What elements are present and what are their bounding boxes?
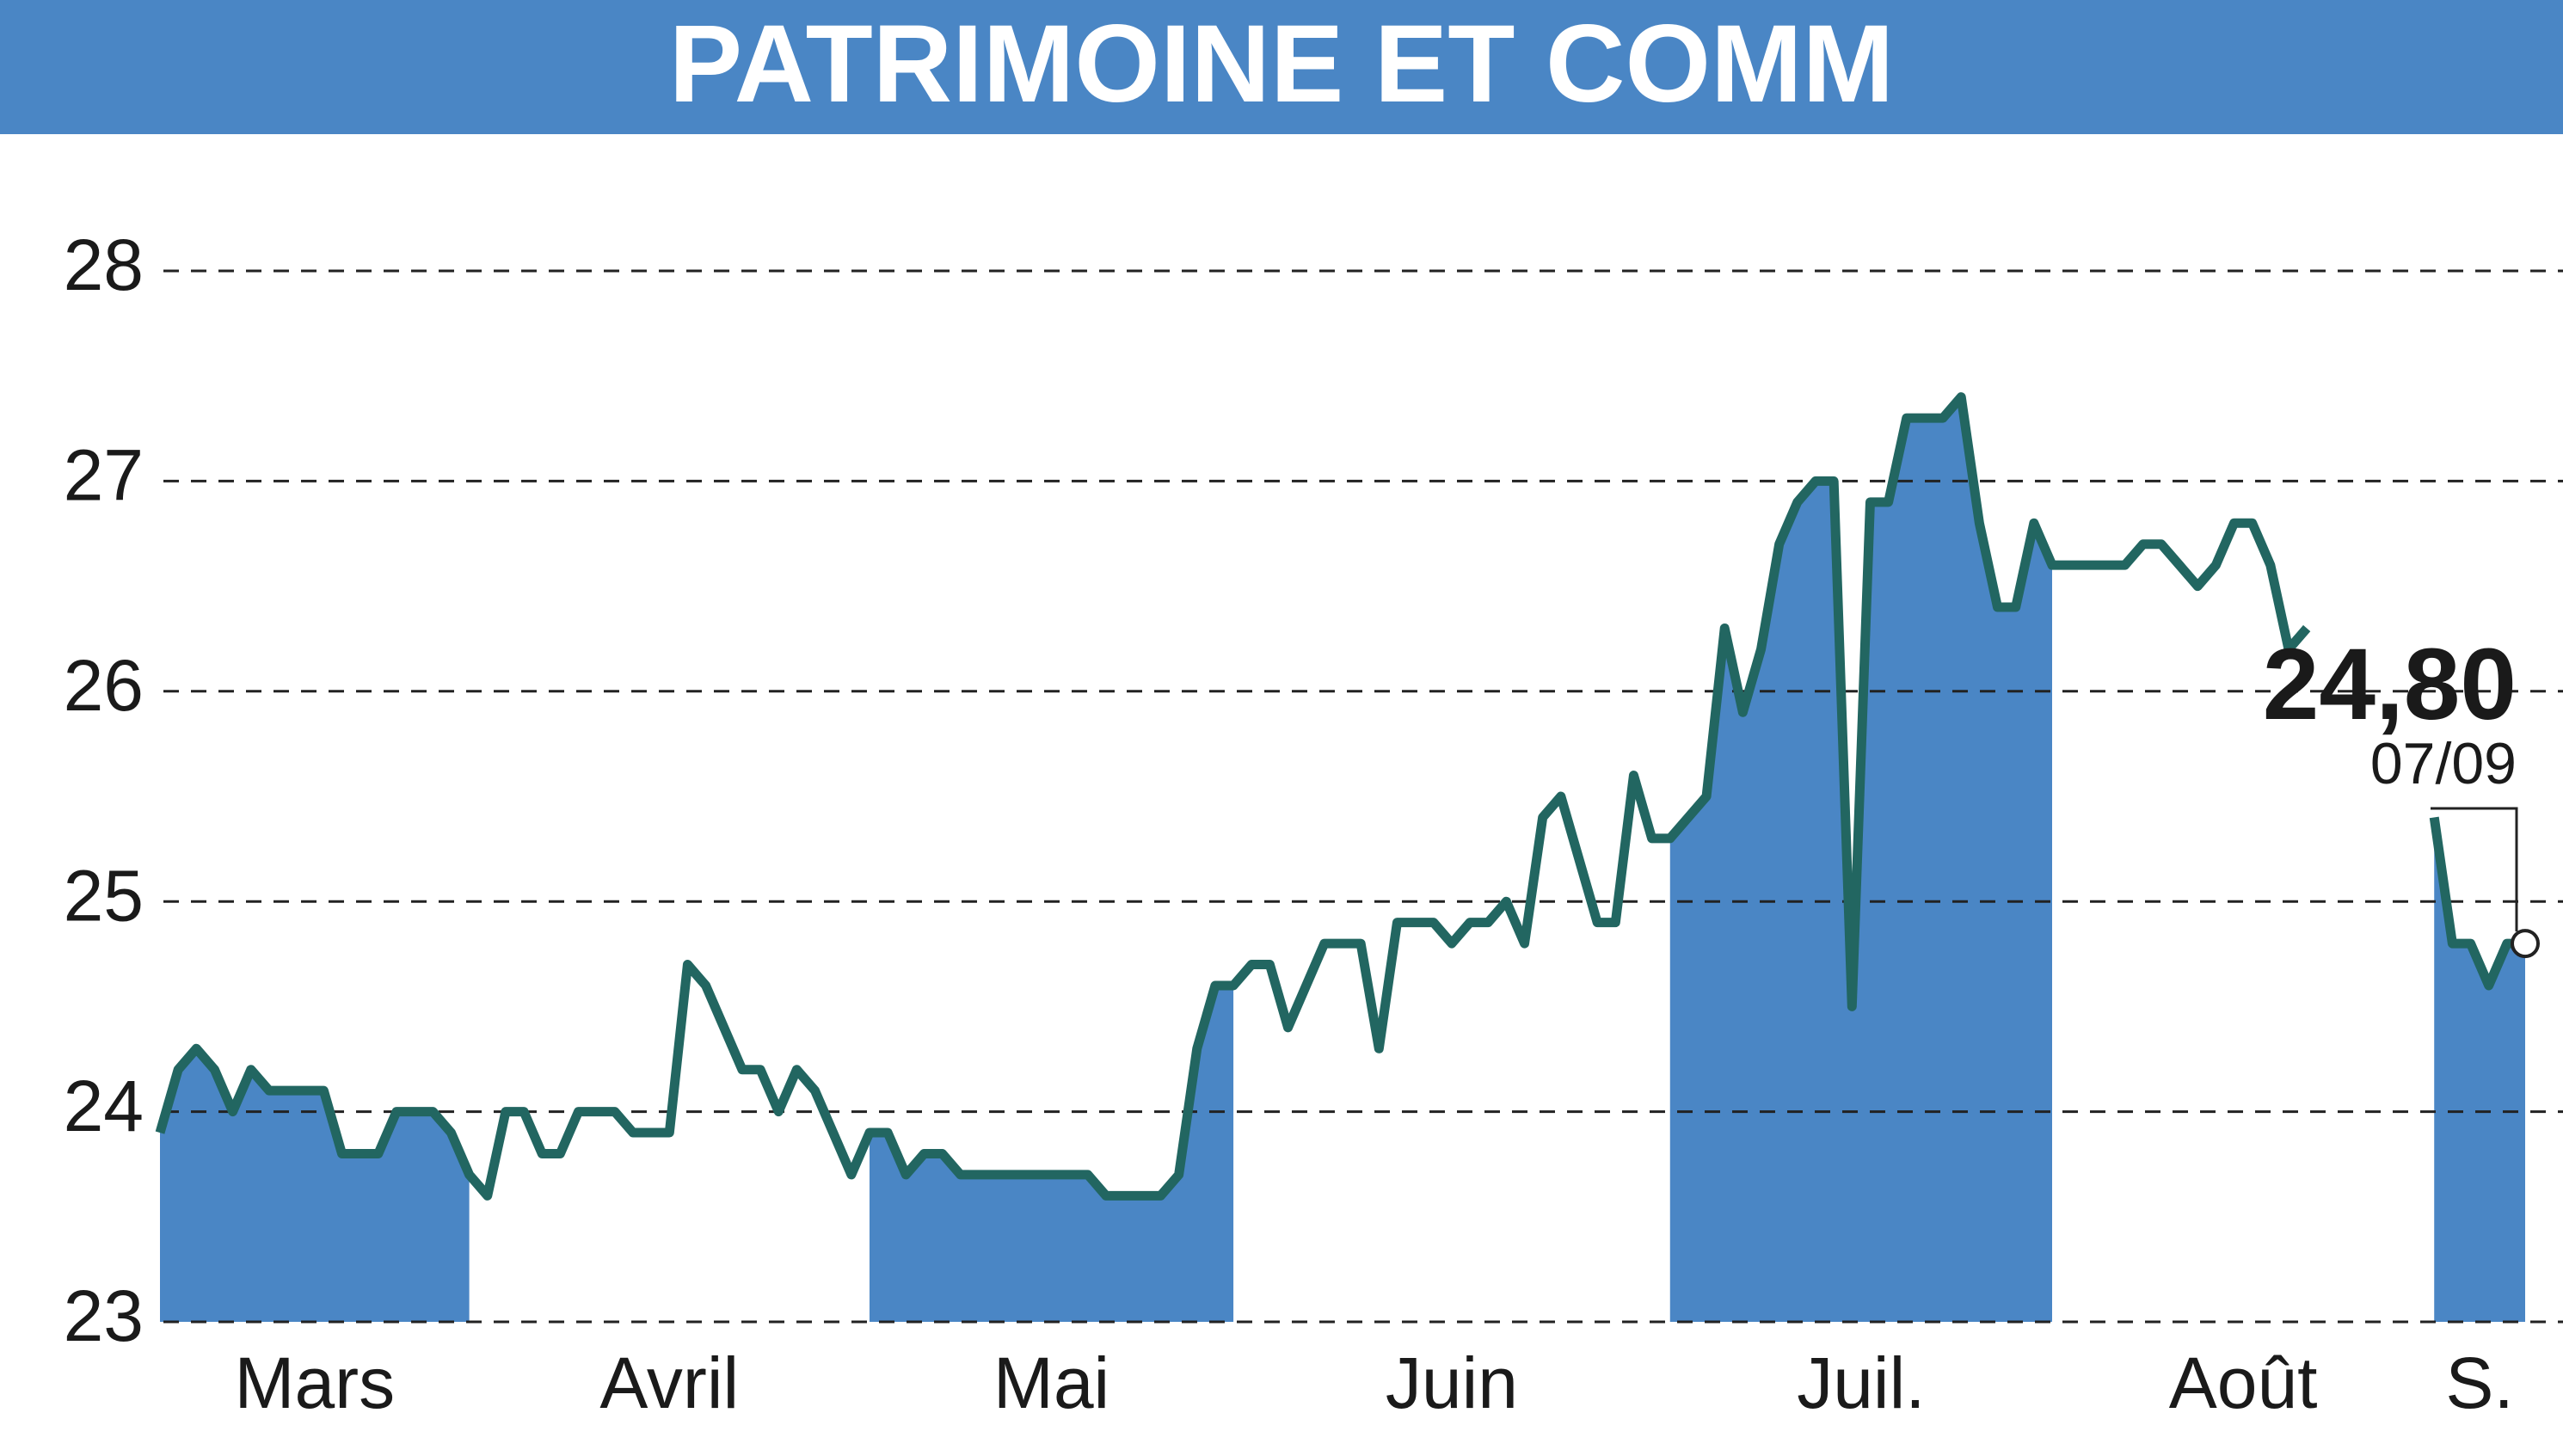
chart-title: PATRIMOINE ET COMM	[669, 3, 1895, 126]
x-tick-label: Mai	[993, 1342, 1109, 1423]
x-tick-label: Avril	[599, 1342, 739, 1423]
month-area	[160, 1048, 470, 1322]
x-tick-label: Juil.	[1797, 1342, 1925, 1423]
y-tick-label: 25	[64, 855, 144, 936]
price-line	[2429, 816, 2525, 991]
month-area	[870, 985, 1234, 1322]
last-value: 24,80	[2263, 628, 2517, 741]
callout	[2431, 807, 2518, 932]
x-tick-label: Août	[2169, 1342, 2318, 1423]
x-tick-label: Mars	[234, 1342, 395, 1423]
x-tick-label: S.	[2445, 1342, 2513, 1423]
y-tick-label: 23	[64, 1275, 144, 1356]
y-tick-label: 24	[64, 1066, 144, 1146]
last-point	[2511, 929, 2540, 959]
price-line	[155, 392, 2311, 1201]
title-bar	[0, 0, 2563, 134]
last-date: 07/09	[2370, 731, 2517, 796]
y-tick-label: 26	[64, 645, 144, 726]
y-tick-label: 27	[64, 435, 144, 516]
y-tick-label: 28	[64, 224, 144, 305]
x-tick-label: Juin	[1386, 1342, 1518, 1423]
